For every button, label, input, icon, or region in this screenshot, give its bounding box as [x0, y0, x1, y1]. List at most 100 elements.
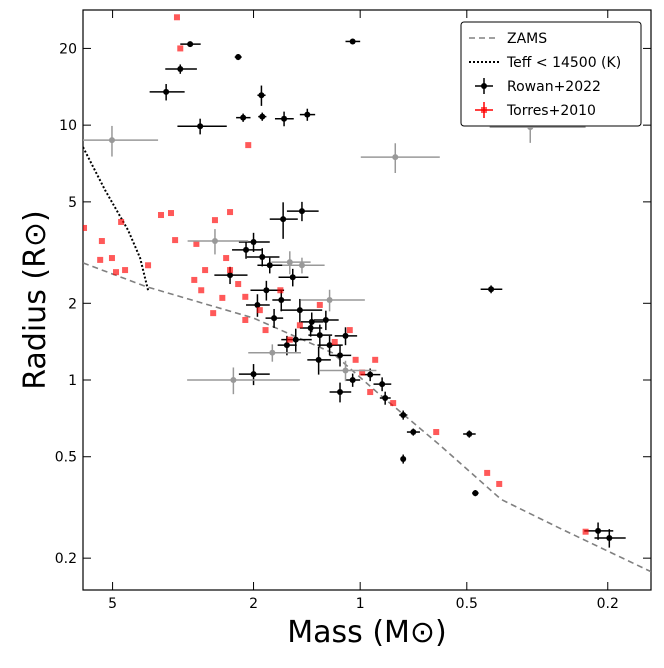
point	[280, 216, 287, 223]
point	[198, 287, 205, 294]
point	[433, 429, 440, 436]
point	[240, 114, 247, 121]
point	[250, 238, 257, 245]
point	[281, 115, 288, 122]
point	[98, 238, 105, 245]
point	[97, 256, 104, 263]
point	[392, 154, 399, 161]
y-tick-label: 0.2	[55, 551, 77, 567]
point	[372, 356, 379, 363]
point	[118, 218, 125, 225]
point	[484, 469, 491, 476]
point	[496, 480, 503, 487]
point	[326, 342, 333, 349]
x-tick-label: 0.2	[597, 596, 619, 612]
point	[595, 527, 602, 534]
point	[289, 274, 296, 281]
point	[172, 237, 179, 244]
y-tick-label: 20	[59, 41, 77, 57]
point	[488, 286, 495, 293]
point	[582, 528, 589, 535]
point	[210, 310, 217, 317]
point	[359, 369, 366, 376]
y-tick-label: 2	[68, 296, 77, 312]
point	[382, 395, 389, 402]
point	[269, 349, 276, 356]
y-tick-label: 5	[68, 195, 77, 211]
point	[379, 381, 386, 388]
point	[367, 389, 374, 396]
point	[352, 356, 359, 363]
point	[322, 316, 329, 323]
y-axis-label: Radius (R⊙)	[18, 210, 53, 390]
point	[211, 238, 218, 245]
point	[337, 352, 344, 359]
y-tick-label: 1	[68, 373, 77, 389]
point	[122, 267, 129, 274]
point	[108, 255, 115, 262]
point	[346, 327, 353, 334]
legend: ZAMS Teff < 14500 (K) Rowan+2022 Torres+201…	[460, 21, 642, 127]
point	[466, 431, 473, 438]
x-tick-label: 1	[356, 596, 365, 612]
point	[298, 208, 305, 215]
point	[331, 338, 338, 345]
point	[227, 209, 234, 216]
point	[254, 301, 261, 308]
point	[266, 262, 273, 269]
point	[259, 113, 266, 120]
point	[606, 534, 613, 541]
point	[258, 92, 265, 99]
point	[187, 41, 194, 48]
point	[83, 224, 88, 231]
point	[349, 377, 356, 384]
point	[349, 38, 356, 45]
point	[259, 253, 266, 260]
point	[298, 262, 305, 269]
point	[223, 255, 230, 262]
point	[202, 267, 209, 274]
point	[219, 294, 226, 301]
point	[235, 54, 242, 61]
point	[227, 267, 234, 274]
point	[342, 332, 349, 339]
point	[108, 137, 115, 144]
point	[193, 240, 200, 247]
legend-marker	[481, 83, 487, 89]
x-tick-label: 2	[249, 596, 258, 612]
line	[83, 146, 150, 291]
point	[243, 246, 250, 253]
x-tick-label: 0.5	[456, 596, 478, 612]
legend-box	[460, 21, 642, 127]
point	[304, 111, 311, 118]
point	[230, 377, 237, 384]
point	[242, 316, 249, 323]
point	[211, 217, 218, 224]
x-axis-label: Mass (M⊙)	[287, 615, 447, 650]
point	[145, 262, 152, 269]
plot-frame	[82, 9, 652, 591]
point	[278, 297, 285, 304]
point	[235, 281, 242, 288]
point	[400, 455, 407, 462]
point	[191, 276, 198, 283]
legend-label: Teff < 14500 (K)	[506, 55, 621, 71]
point	[410, 429, 417, 436]
point	[296, 307, 303, 314]
point	[316, 332, 323, 339]
legend-label: Rowan+2022	[507, 79, 601, 95]
legend-label: Torres+2010	[506, 103, 596, 119]
point	[173, 14, 180, 21]
point	[271, 315, 278, 322]
point	[245, 142, 252, 149]
point	[315, 356, 322, 363]
point	[316, 301, 323, 308]
point	[390, 400, 397, 407]
point	[286, 336, 293, 343]
point	[157, 212, 164, 219]
point	[250, 371, 257, 378]
point	[227, 272, 234, 279]
point	[326, 297, 333, 304]
point	[163, 88, 170, 95]
